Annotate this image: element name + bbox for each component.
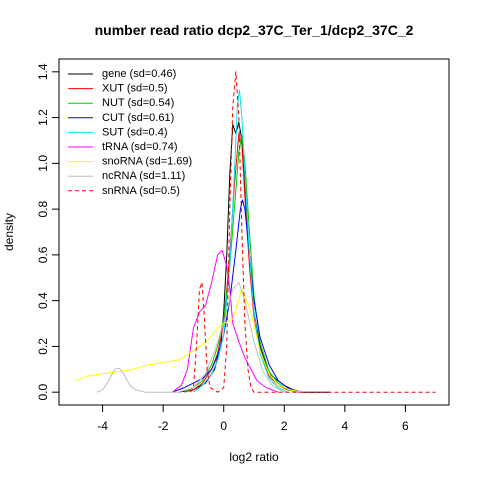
series-line [96,281,285,393]
series-line [184,135,300,393]
series-line [193,89,288,393]
legend-label: XUT (sd=0.5) [102,83,168,95]
series-line [171,249,279,393]
legend-label: SUT (sd=0.4) [102,126,168,138]
legend-label: snoRNA (sd=1.69) [102,156,192,168]
legend-label: tRNA (sd=0.74) [102,141,178,153]
y-tick-label: 0.0 [36,384,50,401]
series-lines [75,71,436,393]
x-tick-label: 0 [220,419,227,433]
series-line [75,288,303,393]
y-tick-label: 0.6 [36,246,50,263]
legend-label: ncRNA (sd=1.11) [102,170,185,182]
x-tick-label: 4 [341,419,348,433]
legend-label: gene (sd=0.46) [102,68,176,80]
y-tick-label: 0.8 [36,200,50,217]
series-line [184,133,300,393]
legend-label: NUT (sd=0.54) [102,97,174,109]
x-tick-label: -2 [158,419,169,433]
y-tick-label: 1.0 [36,155,50,172]
y-axis-label: density [2,213,16,251]
y-tick-label: 1.4 [36,63,50,80]
y-tick-label: 0.4 [36,292,50,309]
x-tick-label: 2 [281,419,288,433]
series-line [172,199,300,393]
y-tick-label: 1.2 [36,109,50,126]
legend-label: CUT (sd=0.61) [102,112,174,124]
x-axis-label: log2 ratio [229,450,279,464]
y-axis: 0.0 0.2 0.4 0.6 0.8 1.0 1.2 1.4 [36,63,60,401]
y-tick-label: 0.2 [36,338,50,355]
x-tick-label: -4 [97,419,108,433]
legend: gene (sd=0.46) XUT (sd=0.5) NUT (sd=0.54) C… [68,68,192,197]
legend-label: snRNA (sd=0.5) [102,185,180,197]
series-line [189,71,436,393]
x-axis: -4 -2 0 2 4 6 [97,404,409,433]
x-tick-label: 6 [402,419,409,433]
chart-title: number read ratio dcp2_37C_Ter_1/dcp2_37… [95,22,414,38]
